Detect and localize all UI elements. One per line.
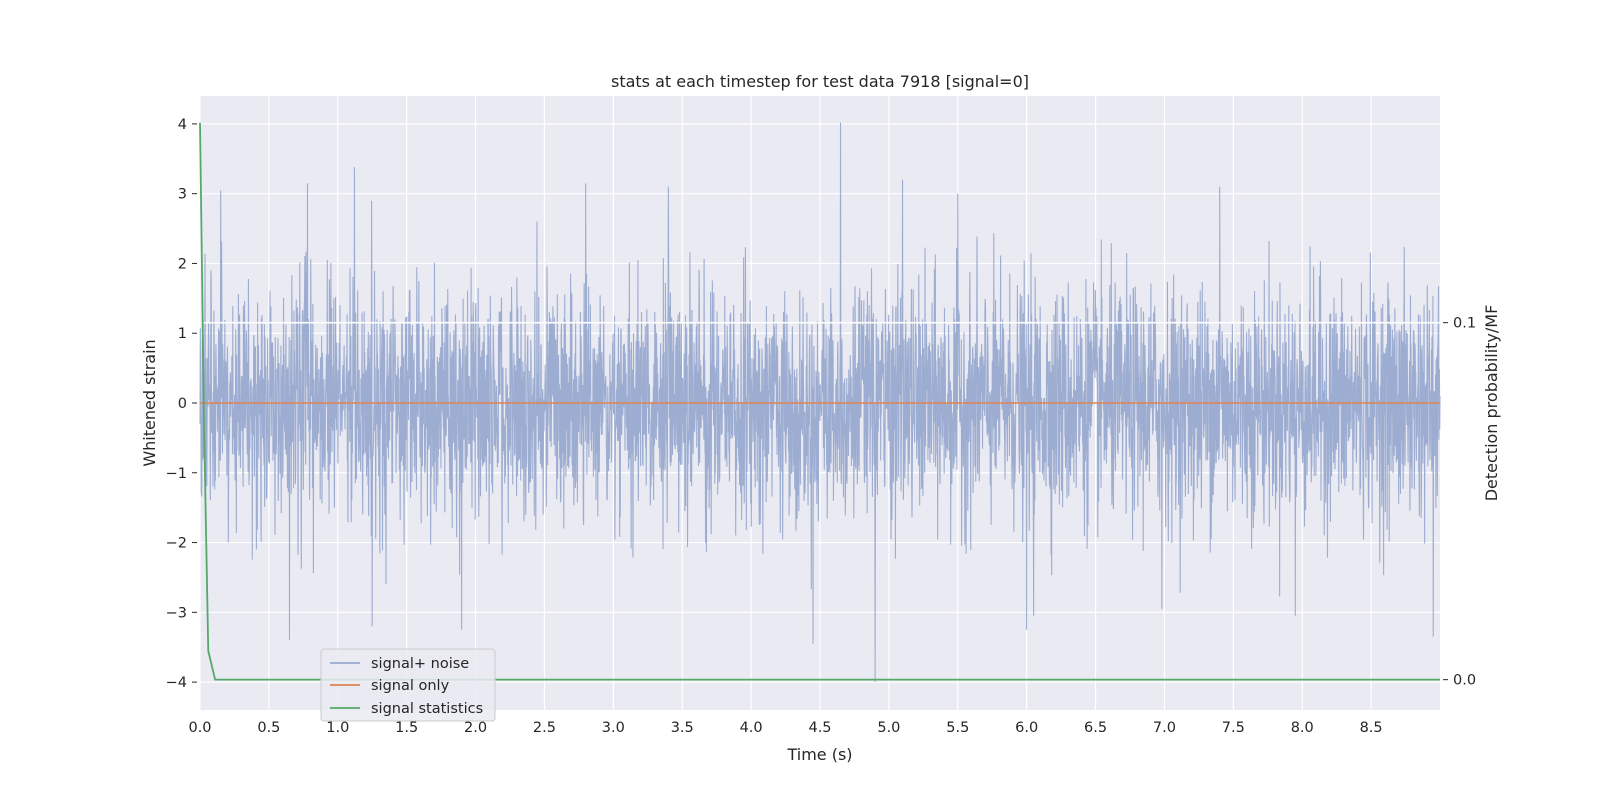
- legend-box: [320, 648, 496, 722]
- series-layer: [199, 122, 1441, 683]
- y-tick-label: 4: [178, 117, 187, 133]
- x-tick-label: 2.0: [464, 720, 487, 736]
- y-tick-label: 0: [178, 396, 187, 412]
- y2-tick-label: 0.1: [1453, 316, 1476, 332]
- legend: signal+ noise signal only signal statist…: [320, 648, 496, 722]
- x-tick-label: 6.5: [1084, 720, 1107, 736]
- legend-label-signal-only: signal only: [371, 678, 450, 694]
- y2-axis-label: Detection probability/MF: [1482, 305, 1501, 502]
- series-signal-statistics-line: [199, 122, 1440, 681]
- x-tick-label: 0.5: [257, 720, 280, 736]
- chart-title: stats at each timestep for test data 791…: [611, 72, 1029, 91]
- x-tick-label: 7.5: [1222, 720, 1245, 736]
- y2-tick-label: 0.0: [1453, 673, 1476, 689]
- y-tick-label: −4: [166, 675, 187, 691]
- y-tick-label: 1: [178, 326, 187, 342]
- legend-label-signal-statistics: signal statistics: [371, 701, 483, 717]
- y-tick-label: −2: [166, 536, 187, 552]
- y-axis-label: Whitened strain: [140, 339, 159, 466]
- x-tick-label: 4.5: [808, 720, 831, 736]
- y-tick-label: −3: [166, 605, 187, 621]
- x-tick-label: 2.5: [533, 720, 556, 736]
- tick-labels: 0.0 0.5 1.0 1.5 2.0 2.5 3.0 3.5 4.0 4.5 5.0 5.5 6.0 6…: [166, 117, 1476, 736]
- x-tick-label: 8.0: [1291, 720, 1314, 736]
- x-tick-label: 5.5: [946, 720, 969, 736]
- x-tick-label: 7.0: [1153, 720, 1176, 736]
- x-tick-label: 3.0: [602, 720, 625, 736]
- y-tick-label: 2: [178, 256, 187, 272]
- x-tick-label: 6.0: [1015, 720, 1038, 736]
- y-tick-label: −1: [166, 466, 187, 482]
- x-tick-label: 8.5: [1360, 720, 1383, 736]
- x-tick-label: 0.0: [188, 720, 211, 736]
- x-tick-label: 5.0: [877, 720, 900, 736]
- x-tick-label: 1.0: [326, 720, 349, 736]
- x-tick-label: 4.0: [740, 720, 763, 736]
- x-tick-label: 3.5: [671, 720, 694, 736]
- x-axis-label: Time (s): [786, 745, 852, 764]
- legend-label-signal-noise: signal+ noise: [371, 656, 469, 672]
- x-tick-label: 1.5: [395, 720, 418, 736]
- y-tick-label: 3: [178, 187, 187, 203]
